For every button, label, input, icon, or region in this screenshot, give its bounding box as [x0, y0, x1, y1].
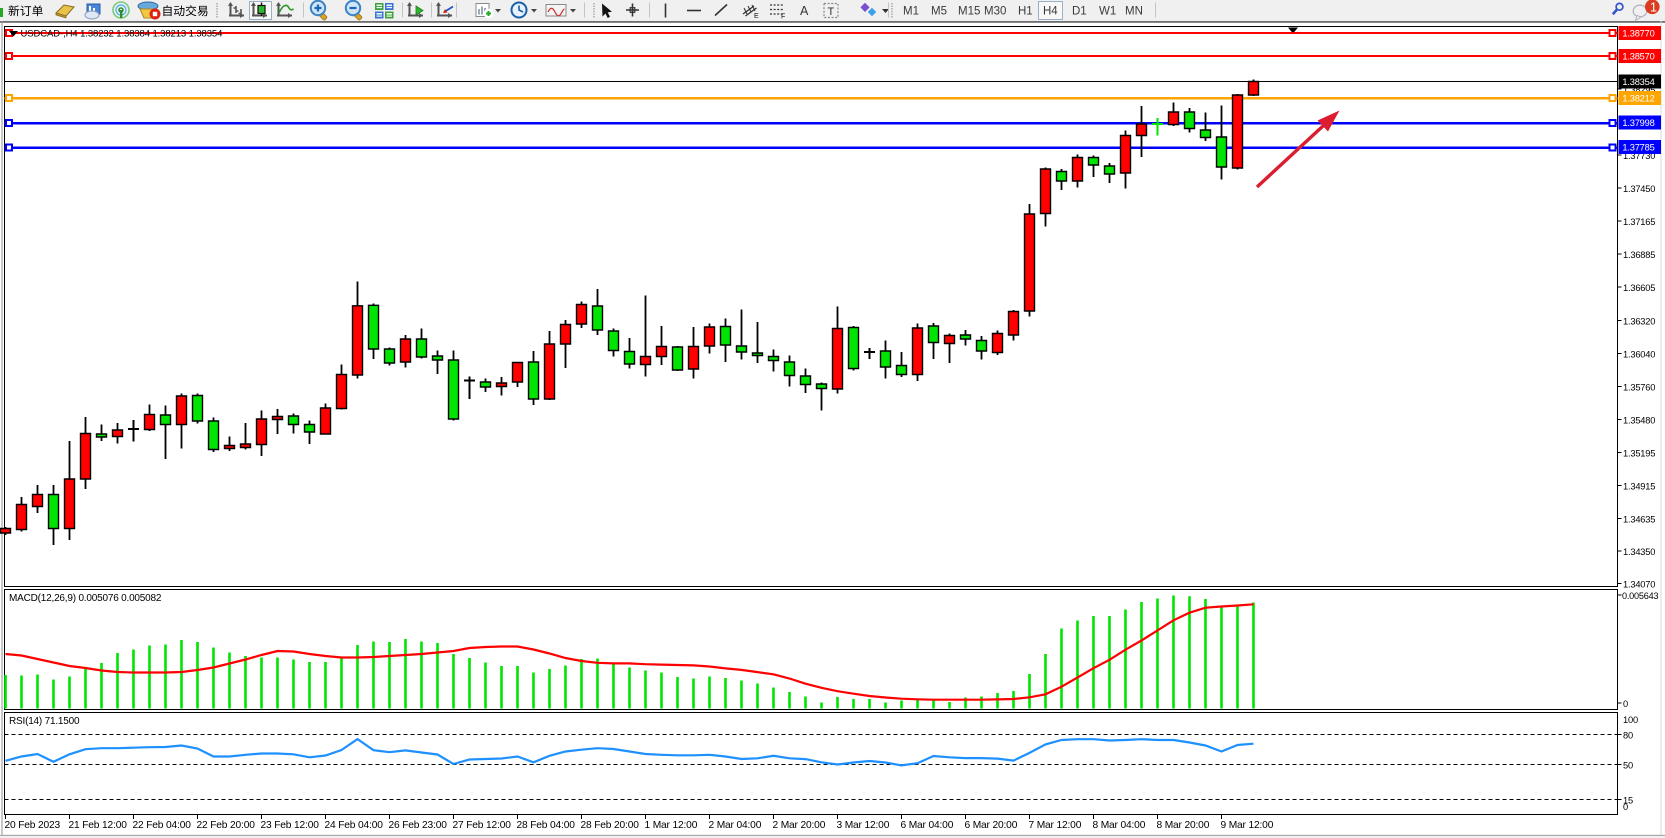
svg-text:F: F [781, 14, 785, 21]
svg-text:M5: M5 [931, 6, 947, 18]
svg-text:100: 100 [1623, 715, 1638, 725]
svg-text:1.35195: 1.35195 [1623, 449, 1655, 459]
svg-text:1.37998: 1.37998 [1622, 118, 1654, 128]
svg-text:MN: MN [1125, 6, 1143, 18]
svg-text:M15: M15 [958, 6, 980, 18]
svg-text:27 Feb 12:00: 27 Feb 12:00 [453, 820, 512, 831]
svg-text:3 Mar 12:00: 3 Mar 12:00 [837, 820, 890, 831]
svg-text:1.36320: 1.36320 [1623, 317, 1655, 327]
svg-text:8 Mar 20:00: 8 Mar 20:00 [1157, 820, 1210, 831]
svg-text:6 Mar 04:00: 6 Mar 04:00 [901, 820, 954, 831]
svg-text:1.36605: 1.36605 [1623, 283, 1655, 293]
svg-text:W1: W1 [1099, 6, 1116, 18]
svg-text:1.36040: 1.36040 [1623, 350, 1655, 360]
svg-text:50: 50 [1623, 761, 1633, 771]
svg-text:H1: H1 [1018, 6, 1033, 18]
svg-text:9 Mar 12:00: 9 Mar 12:00 [1221, 820, 1274, 831]
svg-text:1.34915: 1.34915 [1623, 482, 1655, 492]
svg-text:1.38295: 1.38295 [1623, 85, 1655, 95]
svg-text:D1: D1 [1072, 6, 1087, 18]
svg-text:M30: M30 [984, 6, 1006, 18]
svg-text:23 Feb 12:00: 23 Feb 12:00 [261, 820, 320, 831]
svg-text:A: A [800, 4, 809, 18]
svg-text:T: T [828, 6, 835, 18]
svg-text:22 Feb 20:00: 22 Feb 20:00 [197, 820, 256, 831]
svg-text:20 Feb 2023: 20 Feb 2023 [5, 820, 61, 831]
svg-text:0: 0 [1623, 802, 1628, 812]
svg-text:28 Feb 04:00: 28 Feb 04:00 [517, 820, 576, 831]
svg-text:H4: H4 [1043, 6, 1058, 18]
svg-text:1.34350: 1.34350 [1623, 547, 1655, 557]
svg-text:2 Mar 20:00: 2 Mar 20:00 [773, 820, 826, 831]
svg-text:1.37730: 1.37730 [1623, 151, 1655, 161]
svg-text:1.34635: 1.34635 [1623, 515, 1655, 525]
svg-text:15: 15 [1623, 796, 1633, 806]
svg-text:0: 0 [1623, 699, 1628, 709]
svg-text:1.35480: 1.35480 [1623, 416, 1655, 426]
svg-text:0.005643: 0.005643 [1622, 591, 1658, 601]
svg-text:1.38354: 1.38354 [1622, 77, 1654, 87]
svg-text:22 Feb 04:00: 22 Feb 04:00 [133, 820, 192, 831]
svg-text:24 Feb 04:00: 24 Feb 04:00 [325, 820, 384, 831]
svg-text:RSI(14) 71.1500: RSI(14) 71.1500 [9, 716, 80, 727]
svg-text:1.38770: 1.38770 [1622, 29, 1654, 39]
svg-text:6 Mar 20:00: 6 Mar 20:00 [965, 820, 1018, 831]
svg-text:1 Mar 12:00: 1 Mar 12:00 [645, 820, 698, 831]
svg-text:USDCAD-,H4 1.38232 1.38384 1.: USDCAD-,H4 1.38232 1.38384 1.38213 1.383… [21, 29, 223, 40]
svg-text:1.36885: 1.36885 [1623, 250, 1655, 260]
svg-text:28 Feb 20:00: 28 Feb 20:00 [581, 820, 640, 831]
svg-text:80: 80 [1623, 731, 1633, 741]
svg-text:21 Feb 12:00: 21 Feb 12:00 [69, 820, 128, 831]
svg-text:8 Mar 04:00: 8 Mar 04:00 [1093, 820, 1146, 831]
svg-text:MACD(12,26,9) 0.005076 0.00508: MACD(12,26,9) 0.005076 0.005082 [9, 593, 162, 604]
svg-text:1.37165: 1.37165 [1623, 217, 1655, 227]
svg-text:1.38570: 1.38570 [1622, 52, 1654, 62]
svg-text:1.34070: 1.34070 [1623, 580, 1655, 590]
svg-text:1.37785: 1.37785 [1622, 143, 1654, 153]
svg-text:26 Feb 23:00: 26 Feb 23:00 [389, 820, 448, 831]
svg-text:1.37450: 1.37450 [1623, 184, 1655, 194]
svg-text:1: 1 [1650, 0, 1657, 14]
svg-text:E: E [754, 13, 759, 20]
svg-text:7 Mar 12:00: 7 Mar 12:00 [1029, 820, 1082, 831]
svg-text:1.38212: 1.38212 [1622, 94, 1654, 104]
svg-text:1.35760: 1.35760 [1623, 383, 1655, 393]
svg-text:2 Mar 04:00: 2 Mar 04:00 [709, 820, 762, 831]
svg-text:M1: M1 [903, 6, 919, 18]
